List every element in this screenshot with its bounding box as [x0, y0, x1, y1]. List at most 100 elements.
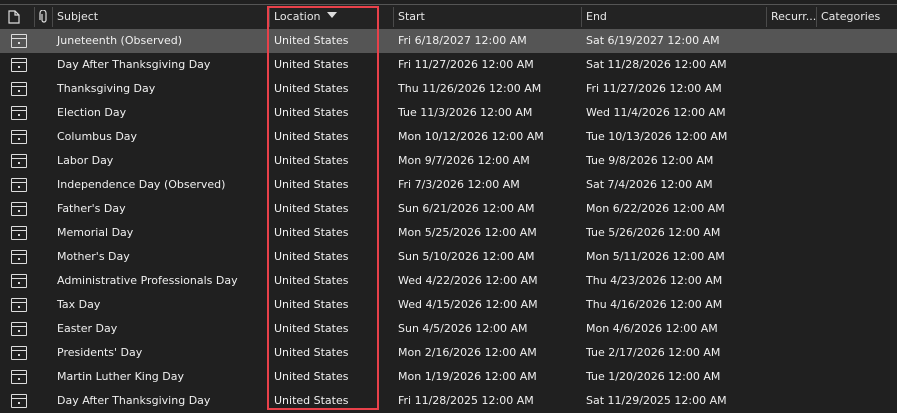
end-cell: Tue 2/17/2026 12:00 AM: [586, 346, 721, 359]
start-cell: Fri 11/27/2026 12:00 AM: [398, 58, 534, 71]
end-cell: Sat 11/29/2025 12:00 AM: [586, 394, 727, 407]
end-cell: Tue 10/13/2026 12:00 AM: [586, 130, 728, 143]
start-cell: Mon 9/7/2026 12:00 AM: [398, 154, 530, 167]
subject-cell: Easter Day: [57, 322, 118, 335]
location-cell: United States: [274, 82, 349, 95]
subject-cell: Thanksgiving Day: [57, 82, 156, 95]
subject-cell: Martin Luther King Day: [57, 370, 185, 383]
end-cell: Mon 5/11/2026 12:00 AM: [586, 250, 725, 263]
start-cell: Fri 6/18/2027 12:00 AM: [398, 34, 527, 47]
subject-cell: Election Day: [57, 106, 127, 119]
location-cell: United States: [274, 370, 349, 383]
calendar-event-icon: [11, 106, 27, 120]
location-cell: United States: [274, 226, 349, 239]
table-row[interactable]: Presidents' Day United States Mon 2/16/2…: [0, 341, 897, 365]
table-row[interactable]: Thanksgiving Day United States Thu 11/26…: [0, 77, 897, 101]
paperclip-icon: [39, 9, 47, 23]
document-icon: [8, 10, 20, 24]
subject-cell: Presidents' Day: [57, 346, 143, 359]
start-cell: Wed 4/22/2026 12:00 AM: [398, 274, 538, 287]
location-cell: United States: [274, 130, 349, 143]
table-row[interactable]: Juneteenth (Observed) United States Fri …: [0, 29, 897, 53]
end-cell: Thu 4/16/2026 12:00 AM: [586, 298, 723, 311]
sort-descending-icon: [326, 12, 337, 18]
end-cell: Mon 4/6/2026 12:00 AM: [586, 322, 718, 335]
location-column-header[interactable]: Location: [269, 7, 393, 27]
table-row[interactable]: Mother's Day United States Sun 5/10/2026…: [0, 245, 897, 269]
location-cell: United States: [274, 34, 349, 47]
subject-cell: Mother's Day: [57, 250, 130, 263]
recurrence-column-header[interactable]: Recurr...: [766, 7, 816, 27]
column-header: Subject Location Start End Recurr... Cat…: [0, 5, 897, 29]
calendar-event-icon: [11, 274, 27, 288]
end-cell: Mon 6/22/2026 12:00 AM: [586, 202, 725, 215]
end-cell: Sat 7/4/2026 12:00 AM: [586, 178, 713, 191]
calendar-event-icon: [11, 34, 27, 48]
calendar-event-icon: [11, 322, 27, 336]
calendar-event-icon: [11, 178, 27, 192]
end-cell: Tue 5/26/2026 12:00 AM: [586, 226, 721, 239]
calendar-event-icon: [11, 226, 27, 240]
table-row[interactable]: Easter Day United States Sun 4/5/2026 12…: [0, 317, 897, 341]
calendar-event-icon: [11, 58, 27, 72]
subject-cell: Administrative Professionals Day: [57, 274, 238, 287]
start-cell: Sun 4/5/2026 12:00 AM: [398, 322, 528, 335]
table-row[interactable]: Day After Thanksgiving Day United States…: [0, 389, 897, 413]
subject-cell: Father's Day: [57, 202, 126, 215]
subject-cell: Tax Day: [57, 298, 101, 311]
calendar-event-icon: [11, 202, 27, 216]
start-cell: Sun 6/21/2026 12:00 AM: [398, 202, 535, 215]
table-row[interactable]: Labor Day United States Mon 9/7/2026 12:…: [0, 149, 897, 173]
calendar-event-icon: [11, 370, 27, 384]
end-cell: Sat 6/19/2027 12:00 AM: [586, 34, 720, 47]
location-cell: United States: [274, 394, 349, 407]
calendar-event-icon: [11, 250, 27, 264]
table-row[interactable]: Memorial Day United States Mon 5/25/2026…: [0, 221, 897, 245]
calendar-event-icon: [11, 82, 27, 96]
table-row[interactable]: Independence Day (Observed) United State…: [0, 173, 897, 197]
subject-cell: Independence Day (Observed): [57, 178, 226, 191]
start-cell: Tue 11/3/2026 12:00 AM: [398, 106, 533, 119]
subject-column-header[interactable]: Subject: [52, 7, 269, 27]
subject-cell: Columbus Day: [57, 130, 138, 143]
location-cell: United States: [274, 154, 349, 167]
end-cell: Fri 11/27/2026 12:00 AM: [586, 82, 722, 95]
calendar-event-icon: [11, 346, 27, 360]
location-cell: United States: [274, 106, 349, 119]
subject-cell: Labor Day: [57, 154, 114, 167]
location-cell: United States: [274, 250, 349, 263]
start-cell: Sun 5/10/2026 12:00 AM: [398, 250, 535, 263]
calendar-event-icon: [11, 130, 27, 144]
calendar-event-icon: [11, 394, 27, 408]
location-cell: United States: [274, 274, 349, 287]
calendar-event-icon: [11, 298, 27, 312]
start-cell: Fri 11/28/2025 12:00 AM: [398, 394, 534, 407]
table-row[interactable]: Martin Luther King Day United States Mon…: [0, 365, 897, 389]
start-cell: Mon 5/25/2026 12:00 AM: [398, 226, 537, 239]
categories-column-header[interactable]: Categories: [816, 7, 897, 27]
end-column-header[interactable]: End: [581, 7, 766, 27]
location-cell: United States: [274, 298, 349, 311]
end-cell: Tue 9/8/2026 12:00 AM: [586, 154, 714, 167]
start-cell: Mon 1/19/2026 12:00 AM: [398, 370, 537, 383]
table-row[interactable]: Day After Thanksgiving Day United States…: [0, 53, 897, 77]
table-row[interactable]: Election Day United States Tue 11/3/2026…: [0, 101, 897, 125]
location-cell: United States: [274, 202, 349, 215]
table-row[interactable]: Administrative Professionals Day United …: [0, 269, 897, 293]
calendar-event-icon: [11, 154, 27, 168]
start-column-header[interactable]: Start: [393, 7, 581, 27]
location-cell: United States: [274, 346, 349, 359]
subject-cell: Memorial Day: [57, 226, 134, 239]
icon-column-header[interactable]: [0, 7, 34, 27]
table-row[interactable]: Columbus Day United States Mon 10/12/202…: [0, 125, 897, 149]
table-row[interactable]: Tax Day United States Wed 4/15/2026 12:0…: [0, 293, 897, 317]
event-list: Juneteenth (Observed) United States Fri …: [0, 29, 897, 413]
location-cell: United States: [274, 178, 349, 191]
location-cell: United States: [274, 58, 349, 71]
attachment-column-header[interactable]: [34, 7, 52, 27]
end-cell: Sat 11/28/2026 12:00 AM: [586, 58, 727, 71]
end-cell: Tue 1/20/2026 12:00 AM: [586, 370, 721, 383]
end-cell: Thu 4/23/2026 12:00 AM: [586, 274, 723, 287]
table-row[interactable]: Father's Day United States Sun 6/21/2026…: [0, 197, 897, 221]
location-header-label: Location: [274, 10, 321, 23]
